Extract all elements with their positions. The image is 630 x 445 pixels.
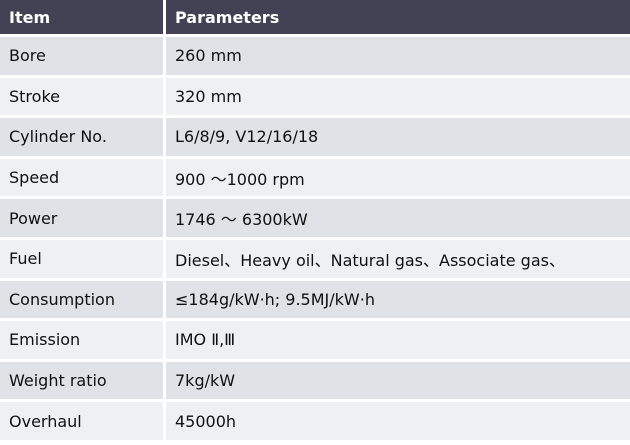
row-value: L6/8/9, V12/16/18 bbox=[166, 118, 630, 156]
row-value: Diesel、Heavy oil、Natural gas、Associate g… bbox=[166, 239, 630, 278]
row-item: Cylinder No. bbox=[0, 118, 163, 156]
row-value: 260 mm bbox=[166, 37, 630, 75]
row-item: Stroke bbox=[0, 77, 163, 116]
row-value: 900 ～1000 rpm bbox=[166, 158, 630, 197]
row-value: IMO Ⅱ,Ⅲ bbox=[166, 321, 630, 359]
row-item: Bore bbox=[0, 37, 163, 75]
table-row: Bore 260 mm bbox=[0, 37, 630, 75]
row-item: Emission bbox=[0, 321, 163, 359]
row-item: Speed bbox=[0, 158, 163, 197]
table-row: Speed 900 ～1000 rpm bbox=[0, 158, 630, 197]
header-item: Item bbox=[0, 0, 163, 34]
row-item: Overhaul bbox=[0, 402, 163, 440]
table-row: Power 1746 ～ 6300kW bbox=[0, 199, 630, 237]
table-row: Stroke 320 mm bbox=[0, 77, 630, 116]
row-value: 1746 ～ 6300kW bbox=[166, 199, 630, 237]
table-row: Weight ratio 7kg/kW bbox=[0, 361, 630, 400]
row-item: Consumption bbox=[0, 280, 163, 319]
table-row: Emission IMO Ⅱ,Ⅲ bbox=[0, 321, 630, 359]
table-row: Cylinder No. L6/8/9, V12/16/18 bbox=[0, 118, 630, 156]
row-value: 45000h bbox=[166, 402, 630, 440]
row-value: ≤184g/kW·h; 9.5MJ/kW·h bbox=[166, 280, 630, 319]
row-item: Weight ratio bbox=[0, 361, 163, 400]
table-row: Consumption ≤184g/kW·h; 9.5MJ/kW·h bbox=[0, 280, 630, 319]
row-value: 7kg/kW bbox=[166, 361, 630, 400]
header-parameters: Parameters bbox=[166, 0, 630, 34]
row-value: 320 mm bbox=[166, 77, 630, 116]
row-item: Fuel bbox=[0, 239, 163, 278]
row-item: Power bbox=[0, 199, 163, 237]
table-header: Item Parameters bbox=[0, 0, 630, 34]
table-row: Fuel Diesel、Heavy oil、Natural gas、Associa… bbox=[0, 239, 630, 278]
table-row: Overhaul 45000h bbox=[0, 402, 630, 440]
